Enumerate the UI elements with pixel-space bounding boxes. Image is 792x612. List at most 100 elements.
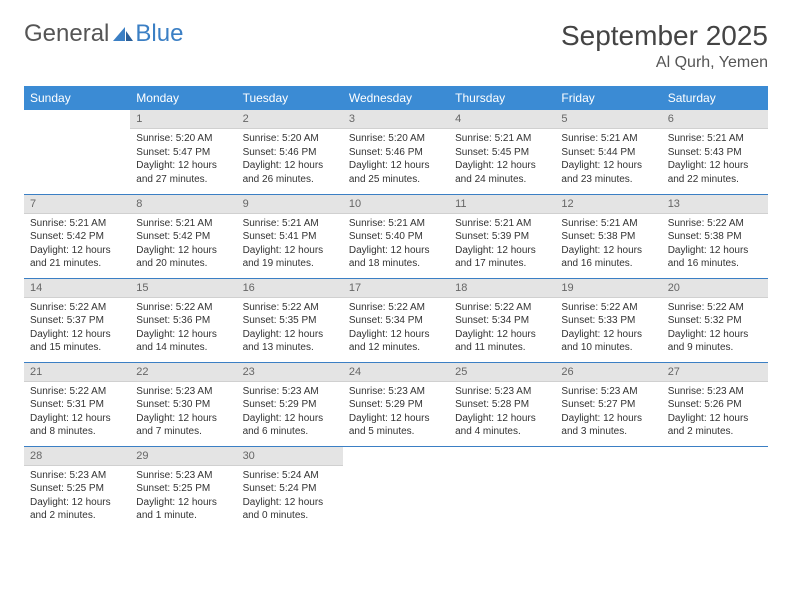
day-details: Sunrise: 5:21 AMSunset: 5:38 PMDaylight:… <box>555 214 661 275</box>
calendar-day-cell: 2Sunrise: 5:20 AMSunset: 5:46 PMDaylight… <box>237 110 343 194</box>
day-number: 26 <box>555 363 661 382</box>
day-details: Sunrise: 5:21 AMSunset: 5:45 PMDaylight:… <box>449 129 555 190</box>
calendar-day-cell: 22Sunrise: 5:23 AMSunset: 5:30 PMDayligh… <box>130 362 236 446</box>
day-number: 17 <box>343 279 449 298</box>
day-details: Sunrise: 5:22 AMSunset: 5:36 PMDaylight:… <box>130 298 236 359</box>
calendar-day-cell: .. <box>343 446 449 530</box>
calendar-day-cell: 12Sunrise: 5:21 AMSunset: 5:38 PMDayligh… <box>555 194 661 278</box>
weekday-header-row: SundayMondayTuesdayWednesdayThursdayFrid… <box>24 86 768 110</box>
day-details: Sunrise: 5:21 AMSunset: 5:42 PMDaylight:… <box>24 214 130 275</box>
day-number: 5 <box>555 110 661 129</box>
day-details: Sunrise: 5:23 AMSunset: 5:28 PMDaylight:… <box>449 382 555 443</box>
day-number: 16 <box>237 279 343 298</box>
calendar-day-cell: 5Sunrise: 5:21 AMSunset: 5:44 PMDaylight… <box>555 110 661 194</box>
day-number: 19 <box>555 279 661 298</box>
calendar-day-cell: 8Sunrise: 5:21 AMSunset: 5:42 PMDaylight… <box>130 194 236 278</box>
day-number: 12 <box>555 195 661 214</box>
day-number: 13 <box>662 195 768 214</box>
day-details: Sunrise: 5:23 AMSunset: 5:25 PMDaylight:… <box>130 466 236 527</box>
day-details: Sunrise: 5:22 AMSunset: 5:32 PMDaylight:… <box>662 298 768 359</box>
day-number: 18 <box>449 279 555 298</box>
day-details: Sunrise: 5:22 AMSunset: 5:34 PMDaylight:… <box>343 298 449 359</box>
calendar-day-cell: 1Sunrise: 5:20 AMSunset: 5:47 PMDaylight… <box>130 110 236 194</box>
day-details: Sunrise: 5:24 AMSunset: 5:24 PMDaylight:… <box>237 466 343 527</box>
calendar-day-cell: 26Sunrise: 5:23 AMSunset: 5:27 PMDayligh… <box>555 362 661 446</box>
calendar-day-cell: .. <box>555 446 661 530</box>
calendar-day-cell: 25Sunrise: 5:23 AMSunset: 5:28 PMDayligh… <box>449 362 555 446</box>
calendar-day-cell: .. <box>662 446 768 530</box>
weekday-header: Tuesday <box>237 86 343 110</box>
calendar-day-cell: 3Sunrise: 5:20 AMSunset: 5:46 PMDaylight… <box>343 110 449 194</box>
day-number: 22 <box>130 363 236 382</box>
calendar-day-cell: 28Sunrise: 5:23 AMSunset: 5:25 PMDayligh… <box>24 446 130 530</box>
weekday-header: Sunday <box>24 86 130 110</box>
day-number: 14 <box>24 279 130 298</box>
day-number: 27 <box>662 363 768 382</box>
weekday-header: Saturday <box>662 86 768 110</box>
logo-text-general: General <box>24 20 109 48</box>
calendar-day-cell: 9Sunrise: 5:21 AMSunset: 5:41 PMDaylight… <box>237 194 343 278</box>
day-details: Sunrise: 5:20 AMSunset: 5:46 PMDaylight:… <box>343 129 449 190</box>
day-number: 30 <box>237 447 343 466</box>
calendar-day-cell: 20Sunrise: 5:22 AMSunset: 5:32 PMDayligh… <box>662 278 768 362</box>
day-details: Sunrise: 5:22 AMSunset: 5:34 PMDaylight:… <box>449 298 555 359</box>
calendar-week-row: 7Sunrise: 5:21 AMSunset: 5:42 PMDaylight… <box>24 194 768 278</box>
day-number: 6 <box>662 110 768 129</box>
header: General Blue September 2025 Al Qurh, Yem… <box>24 20 768 72</box>
day-details: Sunrise: 5:21 AMSunset: 5:42 PMDaylight:… <box>130 214 236 275</box>
day-details: Sunrise: 5:20 AMSunset: 5:46 PMDaylight:… <box>237 129 343 190</box>
calendar-day-cell: .. <box>449 446 555 530</box>
calendar-table: SundayMondayTuesdayWednesdayThursdayFrid… <box>24 86 768 530</box>
day-number: 1 <box>130 110 236 129</box>
day-details: Sunrise: 5:21 AMSunset: 5:40 PMDaylight:… <box>343 214 449 275</box>
logo-text-blue: Blue <box>135 20 183 48</box>
calendar-week-row: 28Sunrise: 5:23 AMSunset: 5:25 PMDayligh… <box>24 446 768 530</box>
day-number: 7 <box>24 195 130 214</box>
calendar-day-cell: 4Sunrise: 5:21 AMSunset: 5:45 PMDaylight… <box>449 110 555 194</box>
day-number: 8 <box>130 195 236 214</box>
day-number: 28 <box>24 447 130 466</box>
day-details: Sunrise: 5:21 AMSunset: 5:39 PMDaylight:… <box>449 214 555 275</box>
calendar-week-row: 14Sunrise: 5:22 AMSunset: 5:37 PMDayligh… <box>24 278 768 362</box>
day-number: 2 <box>237 110 343 129</box>
calendar-day-cell: 21Sunrise: 5:22 AMSunset: 5:31 PMDayligh… <box>24 362 130 446</box>
calendar-day-cell: 23Sunrise: 5:23 AMSunset: 5:29 PMDayligh… <box>237 362 343 446</box>
day-details: Sunrise: 5:22 AMSunset: 5:33 PMDaylight:… <box>555 298 661 359</box>
calendar-day-cell: 18Sunrise: 5:22 AMSunset: 5:34 PMDayligh… <box>449 278 555 362</box>
calendar-day-cell: 14Sunrise: 5:22 AMSunset: 5:37 PMDayligh… <box>24 278 130 362</box>
day-details: Sunrise: 5:23 AMSunset: 5:29 PMDaylight:… <box>343 382 449 443</box>
day-details: Sunrise: 5:22 AMSunset: 5:38 PMDaylight:… <box>662 214 768 275</box>
calendar-day-cell: .. <box>24 110 130 194</box>
title-block: September 2025 Al Qurh, Yemen <box>561 20 768 72</box>
day-details: Sunrise: 5:21 AMSunset: 5:41 PMDaylight:… <box>237 214 343 275</box>
day-details: Sunrise: 5:22 AMSunset: 5:35 PMDaylight:… <box>237 298 343 359</box>
calendar-day-cell: 6Sunrise: 5:21 AMSunset: 5:43 PMDaylight… <box>662 110 768 194</box>
day-number: 4 <box>449 110 555 129</box>
calendar-day-cell: 17Sunrise: 5:22 AMSunset: 5:34 PMDayligh… <box>343 278 449 362</box>
weekday-header: Monday <box>130 86 236 110</box>
location: Al Qurh, Yemen <box>561 54 768 72</box>
calendar-day-cell: 27Sunrise: 5:23 AMSunset: 5:26 PMDayligh… <box>662 362 768 446</box>
calendar-body: ..1Sunrise: 5:20 AMSunset: 5:47 PMDaylig… <box>24 110 768 530</box>
day-details: Sunrise: 5:23 AMSunset: 5:30 PMDaylight:… <box>130 382 236 443</box>
weekday-header: Thursday <box>449 86 555 110</box>
day-number: 23 <box>237 363 343 382</box>
day-details: Sunrise: 5:22 AMSunset: 5:37 PMDaylight:… <box>24 298 130 359</box>
day-number: 9 <box>237 195 343 214</box>
day-number: 3 <box>343 110 449 129</box>
calendar-day-cell: 24Sunrise: 5:23 AMSunset: 5:29 PMDayligh… <box>343 362 449 446</box>
day-number: 24 <box>343 363 449 382</box>
day-number: 11 <box>449 195 555 214</box>
calendar-week-row: 21Sunrise: 5:22 AMSunset: 5:31 PMDayligh… <box>24 362 768 446</box>
calendar-day-cell: 16Sunrise: 5:22 AMSunset: 5:35 PMDayligh… <box>237 278 343 362</box>
calendar-day-cell: 13Sunrise: 5:22 AMSunset: 5:38 PMDayligh… <box>662 194 768 278</box>
day-number: 25 <box>449 363 555 382</box>
day-details: Sunrise: 5:23 AMSunset: 5:25 PMDaylight:… <box>24 466 130 527</box>
day-details: Sunrise: 5:21 AMSunset: 5:43 PMDaylight:… <box>662 129 768 190</box>
day-details: Sunrise: 5:23 AMSunset: 5:29 PMDaylight:… <box>237 382 343 443</box>
logo-sail-icon <box>113 27 133 41</box>
calendar-day-cell: 15Sunrise: 5:22 AMSunset: 5:36 PMDayligh… <box>130 278 236 362</box>
calendar-day-cell: 29Sunrise: 5:23 AMSunset: 5:25 PMDayligh… <box>130 446 236 530</box>
day-details: Sunrise: 5:21 AMSunset: 5:44 PMDaylight:… <box>555 129 661 190</box>
calendar-day-cell: 30Sunrise: 5:24 AMSunset: 5:24 PMDayligh… <box>237 446 343 530</box>
